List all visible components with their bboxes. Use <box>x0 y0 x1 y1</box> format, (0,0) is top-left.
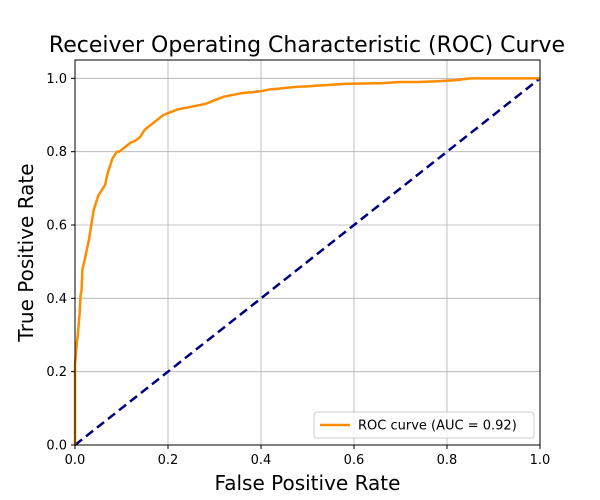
y-tick-label: 1.0 <box>46 72 67 87</box>
grid <box>74 60 541 446</box>
x-tick-label: 0.6 <box>344 453 365 468</box>
x-tick-label: 0.8 <box>437 453 458 468</box>
series-layer <box>73 77 541 446</box>
y-axis-label: True Positive Rate <box>14 163 38 342</box>
legend-box <box>313 411 535 439</box>
legend: ROC curve (AUC = 0.92) <box>313 411 535 439</box>
y-tick-label: 0.6 <box>46 219 67 234</box>
y-tick-label: 0.0 <box>46 439 67 454</box>
legend-label-roc: ROC curve (AUC = 0.92) <box>358 419 517 434</box>
x-tick-label: 0.4 <box>251 453 272 468</box>
y-tick-label: 0.8 <box>46 145 67 160</box>
roc-curve-line <box>73 77 540 445</box>
ticks: 0.0 0.2 0.4 0.6 0.8 1.0 0.0 0.2 0.4 0.6 0.8 1.0 <box>46 72 550 468</box>
plot-area-frame <box>74 59 541 446</box>
x-tick-label: 1.0 <box>530 453 551 468</box>
random-classifier-diagonal-line <box>74 77 541 446</box>
x-tick-label: 0.2 <box>158 453 179 468</box>
x-axis-label: False Positive Rate <box>215 471 401 495</box>
y-tick-label: 0.2 <box>46 365 67 380</box>
x-tick-label: 0.0 <box>65 453 86 468</box>
y-tick-label: 0.4 <box>46 292 67 307</box>
chart-title: Receiver Operating Characteristic (ROC) … <box>49 33 565 58</box>
